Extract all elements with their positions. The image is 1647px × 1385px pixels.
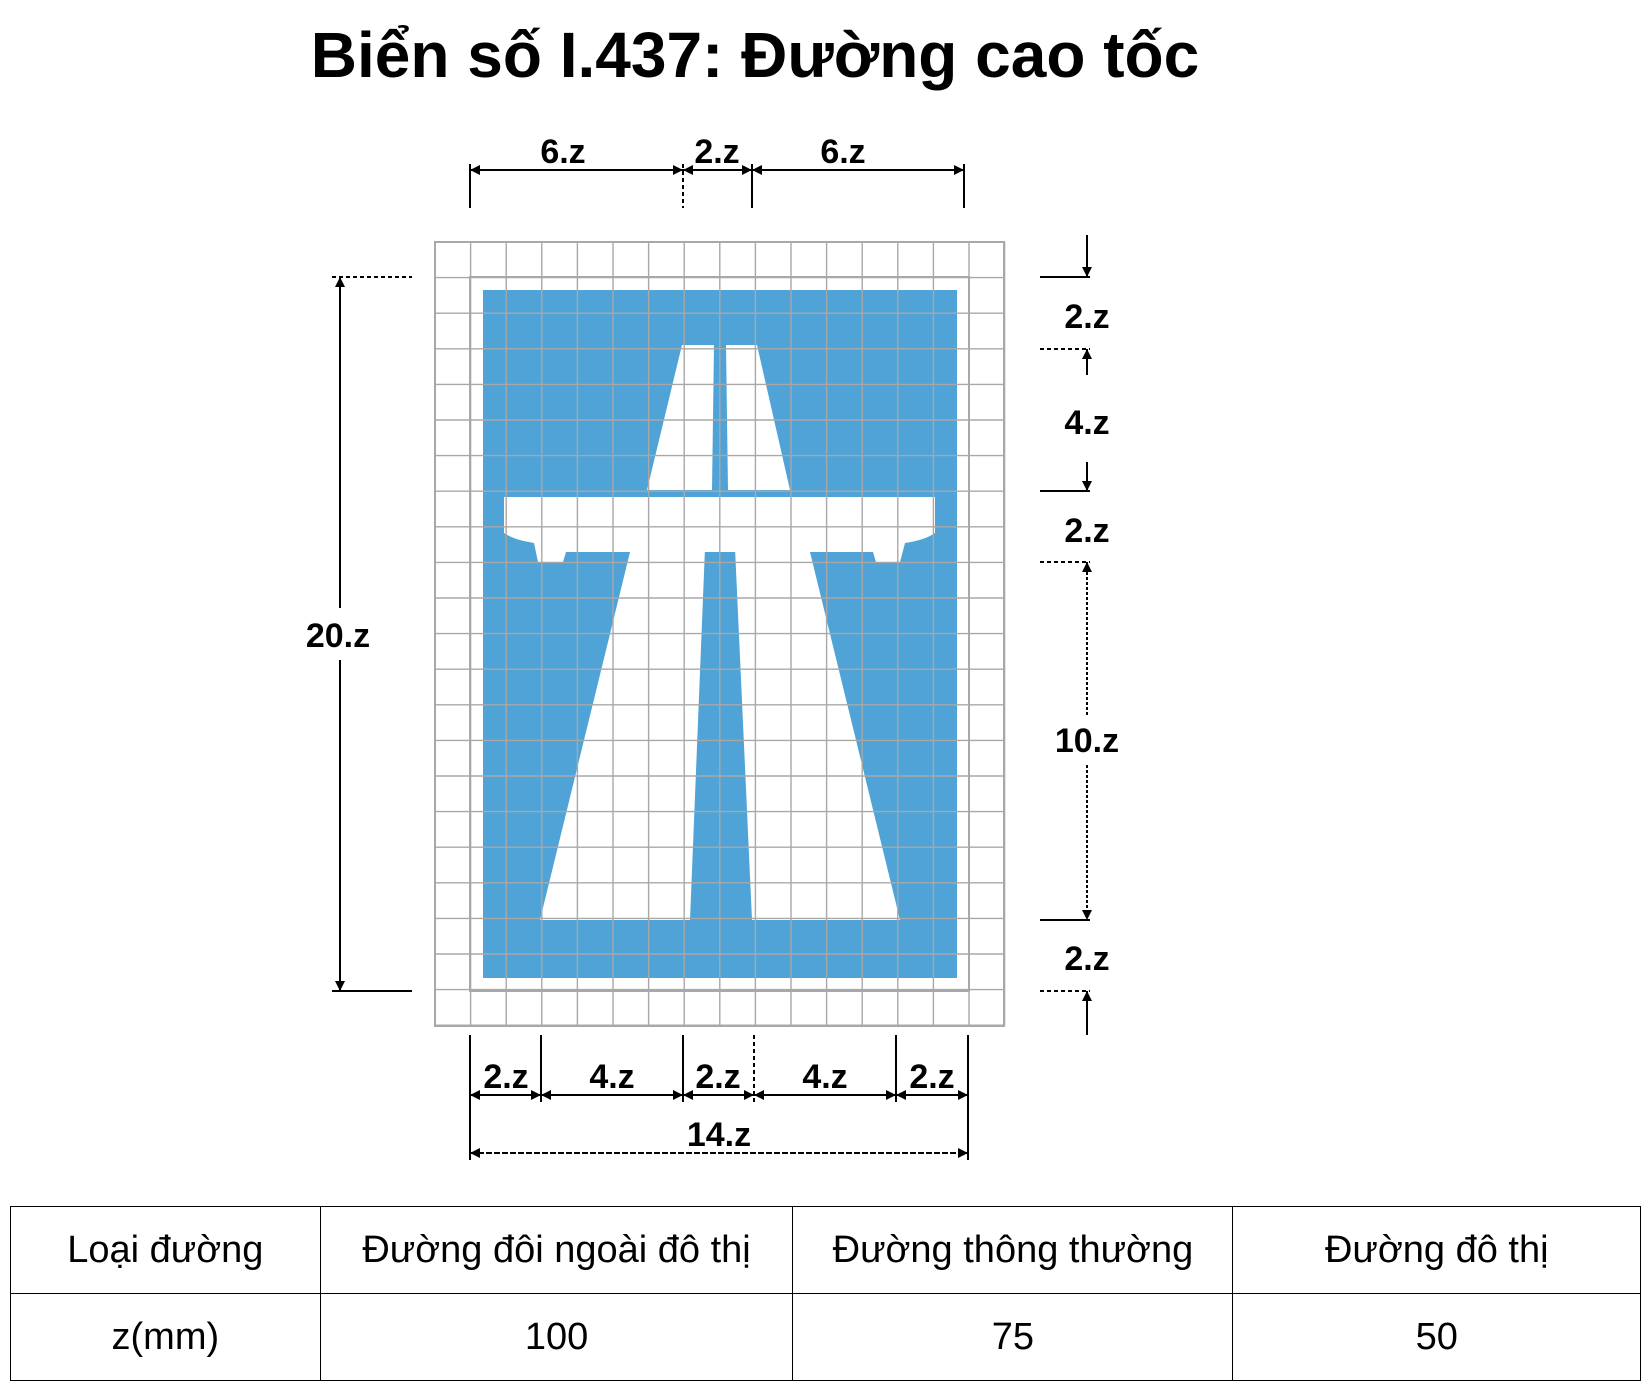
table-header-cell: Loại đường [10,1206,321,1294]
dim-bottom-total: 14.z [687,1116,751,1154]
motorway-symbol [504,345,935,920]
grid-lines [434,241,1006,1026]
road-right-lower [735,548,900,920]
dim-top-right: 6.z [820,133,865,171]
dim-right-3: 2.z [1064,512,1109,550]
left-dimension [332,276,412,992]
table-cell: z(mm) [10,1293,321,1381]
table-header-cell: Đường đô thị [1232,1206,1641,1294]
dim-bottom-5: 2.z [909,1058,954,1096]
top-dimensions [469,164,965,208]
table-header-cell: Đường thông thường [792,1206,1234,1294]
dim-top-left: 6.z [540,133,585,171]
dim-right-2: 4.z [1064,404,1109,442]
road-left-lower [540,548,705,920]
right-dimensions [1040,235,1092,1035]
dim-bottom-1: 2.z [483,1058,528,1096]
dim-top-middle: 2.z [694,133,739,171]
dim-bottom-3: 2.z [695,1058,740,1096]
dim-right-4: 10.z [1055,722,1119,760]
table-cell: 75 [792,1293,1234,1381]
dim-bottom-2: 4.z [589,1058,634,1096]
page-title: Biển số I.437: Đường cao tốc [310,19,1200,91]
dim-left-height: 20.z [306,617,370,655]
dim-right-1: 2.z [1064,298,1109,336]
bottom-dimensions [469,1035,969,1160]
road-left-upper [647,345,714,490]
table-header-row: Loại đường Đường đôi ngoài đô thị Đường … [10,1206,1641,1294]
sign-diagram: 6.z 2.z 6.z 20.z 2.z 4.z 2.z 10.z 2.z [306,133,1119,1160]
table-cell: 50 [1232,1293,1641,1381]
dim-bottom-4: 4.z [802,1058,847,1096]
size-table: Loại đường Đường đôi ngoài đô thị Đường … [10,1206,1641,1381]
table-row: z(mm) 100 75 50 [10,1293,1641,1381]
road-right-upper [726,345,790,490]
dim-right-5: 2.z [1064,940,1109,978]
table-cell: 100 [319,1293,794,1381]
table-header-cell: Đường đôi ngoài đô thị [319,1206,794,1294]
